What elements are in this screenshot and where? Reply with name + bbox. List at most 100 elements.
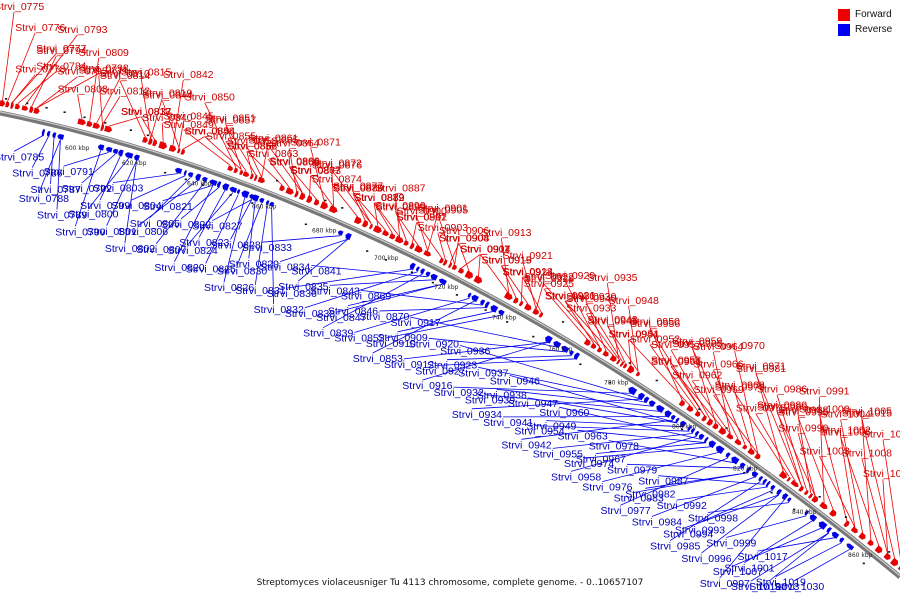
forward-gene <box>142 136 148 143</box>
leader-line <box>182 136 205 150</box>
forward-gene <box>5 101 10 108</box>
gene-label: Strvi_0812 <box>100 86 150 98</box>
gene-label: Strvi_0865 <box>248 135 298 147</box>
reverse-gene <box>409 262 416 271</box>
forward-gene <box>819 501 828 510</box>
forward-gene <box>168 144 177 152</box>
minor-feature <box>725 427 728 429</box>
leader-line <box>289 166 304 194</box>
gene-label: Strvi_1017 <box>738 551 788 563</box>
minor-feature <box>83 116 86 119</box>
gene-label: Strvi_0921 <box>503 250 553 262</box>
gene-label: Strvi_0889 <box>354 192 404 204</box>
gene-label: Strvi_0854 <box>185 126 235 138</box>
gene-label: Strvi_1005 <box>842 406 892 418</box>
forward-gene <box>686 405 693 412</box>
forward-gene <box>538 311 544 318</box>
gene-label: Strvi_0825 <box>186 263 236 275</box>
gene-label: Strvi_0996 <box>681 553 731 565</box>
leader-line <box>411 222 417 244</box>
forward-gene <box>227 165 233 172</box>
forward-gene <box>298 192 306 201</box>
gene-label: Strvi_1003 <box>800 445 850 457</box>
gene-label: Strvi_0982 <box>625 488 675 500</box>
reverse-gene <box>105 146 113 153</box>
reverse-gene <box>420 268 426 275</box>
leader-line <box>311 265 428 278</box>
gene-label: Strvi_0799 <box>80 200 130 212</box>
gene-label: Strvi_0956 <box>630 318 680 330</box>
forward-gene <box>14 103 20 110</box>
gene-label: Strvi_0833 <box>242 242 292 254</box>
gene-label: Strvi_0822 <box>161 219 211 231</box>
leader-line <box>248 200 256 259</box>
leader-line <box>89 57 100 122</box>
tick-label: 740 kbp <box>492 314 517 321</box>
gene-label: Strvi_0848 <box>185 126 235 138</box>
reverse-gene <box>187 172 194 178</box>
forward-gene <box>524 303 532 311</box>
gene-label: Strvi_0999 <box>706 538 756 550</box>
gene-label: Strvi_0941 <box>483 417 533 429</box>
gene-label: Strvi_0793 <box>57 24 107 36</box>
minor-feature <box>506 321 509 323</box>
reverse-gene <box>338 230 344 236</box>
minor-feature <box>26 102 29 105</box>
leader-line <box>543 288 589 340</box>
leader-line <box>331 184 359 218</box>
leader-line <box>534 425 690 432</box>
leader-line <box>336 283 443 313</box>
leader-line <box>546 420 683 428</box>
forward-gene <box>21 105 29 111</box>
gene-label: Strvi_0829 <box>229 258 279 270</box>
forward-gene <box>807 492 813 499</box>
leader-line <box>454 236 460 265</box>
reverse-gene <box>467 292 472 298</box>
minor-feature <box>844 516 848 518</box>
leader-line <box>87 157 130 209</box>
leader-line <box>149 177 191 219</box>
forward-gene <box>883 552 891 560</box>
leader-line <box>437 232 446 260</box>
gene-label: Strvi_0975 <box>736 403 786 415</box>
reverse-gene <box>52 132 57 139</box>
leader-line <box>509 375 678 424</box>
gene-label: Strvi_0940 <box>566 293 616 305</box>
reverse-gene <box>698 433 705 440</box>
minor-feature <box>770 491 773 494</box>
leader-line <box>279 238 349 262</box>
gene-label: Strvi_0936 <box>440 345 490 357</box>
gene-label: Strvi_0922 <box>524 271 574 283</box>
gene-label: Strvi_0961 <box>651 356 701 368</box>
forward-gene <box>394 235 404 244</box>
gene-label: Strvi_0778 <box>15 64 65 76</box>
gene-label: Strvi_0849 <box>164 119 214 131</box>
minor-feature <box>579 363 582 366</box>
gene-label: Strvi_0835 <box>278 281 328 293</box>
leader-line <box>329 279 434 286</box>
leader-line <box>522 277 542 313</box>
leader-line <box>669 481 761 542</box>
leader-line <box>435 358 577 366</box>
leader-line <box>225 141 247 172</box>
gene-label: Strvi_0900 <box>397 205 447 217</box>
gene-label: Strvi_0831 <box>235 285 285 297</box>
minor-feature <box>680 428 684 431</box>
leader-line <box>140 116 156 141</box>
leader-line <box>755 373 802 487</box>
gene-label: Strvi_0986 <box>757 384 807 396</box>
forward-gene <box>889 557 899 567</box>
forward-gene <box>10 102 14 109</box>
gene-label: Strvi_0880 <box>333 183 383 195</box>
gene-label: Strvi_0966 <box>693 359 743 371</box>
leader-line <box>500 238 510 294</box>
gene-label: Strvi_0937 <box>458 367 508 379</box>
leader-line <box>397 310 494 333</box>
gene-label: Strvi_0995 <box>778 407 828 419</box>
leader-line <box>410 316 557 348</box>
gene-label: Strvi_0915 <box>481 255 531 267</box>
gene-label: Strvi_0810 <box>100 68 150 80</box>
gene-label: Strvi_0836 <box>267 288 317 300</box>
minor-feature <box>164 171 167 174</box>
gene-label: Strvi_0920 <box>409 338 459 350</box>
